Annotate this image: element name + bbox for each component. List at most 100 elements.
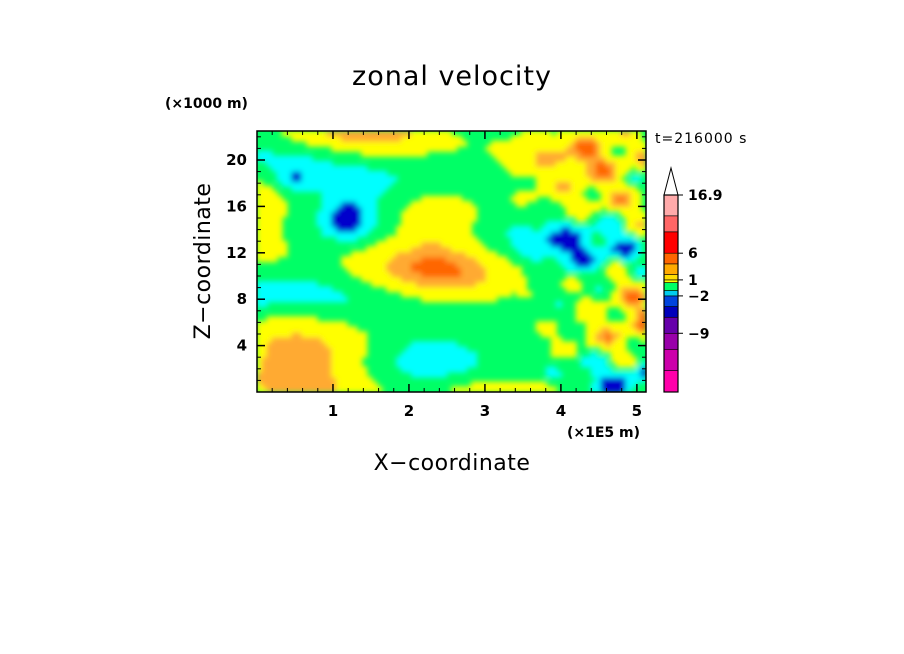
field-cell xyxy=(366,255,373,263)
field-cell xyxy=(545,386,552,392)
field-cell xyxy=(321,190,328,197)
field-cell xyxy=(580,240,587,248)
field-cell xyxy=(371,281,378,288)
field-cell xyxy=(321,131,328,137)
field-cell xyxy=(406,140,413,147)
field-cell xyxy=(545,220,552,228)
field-cell xyxy=(505,386,513,392)
field-cell xyxy=(406,271,413,278)
field-cell xyxy=(620,250,627,258)
field-cell xyxy=(441,281,448,288)
field-cell xyxy=(515,281,523,288)
field-cell xyxy=(416,346,423,353)
field-cell xyxy=(261,301,268,308)
field-cell xyxy=(291,381,298,388)
field-cell xyxy=(555,235,562,243)
field-cell xyxy=(276,286,283,293)
field-cell xyxy=(605,245,612,253)
field-cell xyxy=(560,250,567,258)
field-cell xyxy=(575,200,582,207)
field-cell xyxy=(421,210,428,218)
field-cell xyxy=(545,135,552,142)
field-cell xyxy=(595,261,602,268)
field-cell xyxy=(406,220,413,228)
field-cell xyxy=(630,371,637,378)
field-cell xyxy=(600,230,607,238)
field-cell xyxy=(575,140,582,147)
field-cell xyxy=(480,276,488,283)
field-cell xyxy=(580,135,587,142)
field-cell xyxy=(535,140,542,147)
field-cell xyxy=(451,255,458,263)
field-cell xyxy=(525,150,532,157)
field-cell xyxy=(286,376,293,383)
field-cell xyxy=(376,140,383,147)
field-cell xyxy=(396,286,403,293)
field-cell xyxy=(371,175,378,182)
field-cell xyxy=(301,316,308,323)
field-cell xyxy=(475,281,483,288)
field-cell xyxy=(470,276,478,283)
field-cell xyxy=(530,135,537,142)
colorbar-segment xyxy=(663,194,679,217)
field-cell xyxy=(326,331,333,338)
field-cell xyxy=(520,291,528,298)
field-cell xyxy=(266,286,273,293)
field-cell xyxy=(465,220,473,228)
field-cell xyxy=(515,225,523,233)
field-cell xyxy=(585,250,592,258)
field-cell xyxy=(291,175,298,182)
field-cell xyxy=(406,245,413,253)
field-cell xyxy=(316,160,323,167)
field-cell xyxy=(605,215,612,223)
field-cell xyxy=(580,150,587,157)
field-cell xyxy=(396,261,403,268)
field-cell xyxy=(441,351,448,358)
field-cell xyxy=(416,225,423,233)
field-cell xyxy=(520,381,528,388)
field-cell xyxy=(530,230,537,238)
field-cell xyxy=(620,321,627,328)
field-cell xyxy=(266,195,273,202)
field-cell xyxy=(436,215,443,223)
field-cell xyxy=(366,225,373,233)
field-cell xyxy=(376,175,383,182)
field-cell xyxy=(261,240,268,248)
field-cell xyxy=(311,131,318,137)
field-cell xyxy=(610,200,617,207)
field-cell xyxy=(580,230,587,238)
field-cell xyxy=(361,145,368,152)
field-cell xyxy=(515,271,523,278)
field-cell xyxy=(615,245,622,253)
field-cell xyxy=(570,135,577,142)
field-cell xyxy=(455,195,463,202)
field-cell xyxy=(411,145,418,152)
field-cell xyxy=(441,361,448,368)
field-cell xyxy=(500,155,508,162)
field-cell xyxy=(530,155,537,162)
field-cell xyxy=(525,190,532,197)
field-cell xyxy=(550,326,557,333)
field-cell xyxy=(630,301,637,308)
field-cell xyxy=(560,175,567,182)
field-cell xyxy=(590,150,597,157)
field-cell xyxy=(615,131,622,137)
field-cell xyxy=(361,220,368,228)
field-cell xyxy=(426,205,433,213)
field-cell xyxy=(595,131,602,137)
field-cell xyxy=(605,220,612,228)
field-cell xyxy=(560,200,567,207)
field-cell xyxy=(480,261,488,268)
field-cell xyxy=(391,271,398,278)
field-cell xyxy=(530,240,537,248)
field-cell xyxy=(640,230,646,238)
field-cell xyxy=(421,215,428,223)
field-cell xyxy=(625,131,632,137)
field-cell xyxy=(600,341,607,348)
field-cell xyxy=(257,291,263,298)
field-cell xyxy=(600,371,607,378)
field-cell xyxy=(555,190,562,197)
field-cell xyxy=(441,210,448,218)
field-cell xyxy=(341,371,348,378)
colorbar-segment xyxy=(663,316,679,334)
